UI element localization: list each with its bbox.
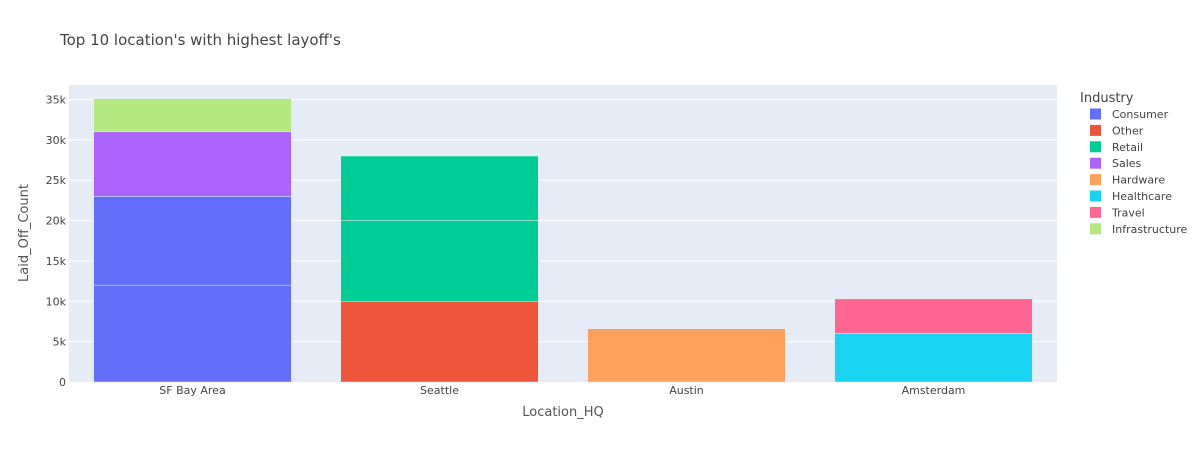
- bar-segment: [93, 196, 292, 286]
- x-tick-label: SF Bay Area: [159, 384, 225, 397]
- bar-segment: [834, 333, 1033, 383]
- bar-segment: [834, 298, 1033, 334]
- bar-segment: [587, 328, 786, 383]
- y-tick-label: 20k: [46, 215, 67, 228]
- x-tick-label: Seattle: [420, 384, 459, 397]
- bar-segment: [93, 284, 292, 383]
- bars: [93, 98, 1033, 383]
- x-tick-label: Austin: [669, 384, 704, 397]
- y-tick-label: 30k: [46, 134, 67, 147]
- y-tick-label: 15k: [46, 255, 67, 268]
- legend-swatch: [1090, 174, 1101, 186]
- x-tick-label: Amsterdam: [902, 384, 966, 397]
- legend-item-label: Healthcare: [1112, 190, 1172, 203]
- legend-swatch: [1090, 223, 1101, 235]
- legend-item-label: Infrastructure: [1112, 223, 1188, 236]
- bar-segment: [340, 220, 539, 302]
- y-tick-label: 0: [59, 376, 66, 389]
- legend-item-label: Other: [1112, 124, 1144, 137]
- x-axis-title: Location_HQ: [522, 405, 604, 420]
- legend-swatch: [1090, 108, 1101, 120]
- legend: Industry Consumer Other Retail Sales Hardwar…: [1080, 91, 1188, 236]
- legend-item-label: Sales: [1112, 157, 1142, 170]
- y-tick-label: 5k: [53, 336, 67, 349]
- bar-segment: [93, 131, 292, 197]
- legend-item-label: Consumer: [1112, 108, 1169, 121]
- y-axis-title: Laid_Off_Count: [17, 184, 32, 282]
- legend-item-label: Travel: [1111, 206, 1145, 219]
- legend-swatch: [1090, 124, 1101, 136]
- y-axis-ticks: 0 5k 10k 15k 20k 25k 30k 35k: [46, 94, 67, 389]
- legend-swatch: [1090, 190, 1101, 202]
- x-axis-ticks: SF Bay Area Seattle Austin Amsterdam: [159, 384, 965, 397]
- chart-title: Top 10 location's with highest layoff's: [59, 31, 341, 49]
- bar-segment: [340, 155, 539, 221]
- legend-item-label: Retail: [1112, 141, 1143, 154]
- bar-segment: [340, 301, 539, 383]
- bar-segment: [93, 98, 292, 133]
- legend-title: Industry: [1080, 91, 1134, 106]
- legend-item-label: Hardware: [1112, 174, 1165, 187]
- y-tick-label: 10k: [46, 295, 67, 308]
- y-tick-label: 35k: [46, 94, 67, 107]
- legend-swatch: [1090, 141, 1101, 153]
- legend-swatch: [1090, 206, 1101, 218]
- legend-swatch: [1090, 157, 1101, 169]
- y-tick-label: 25k: [46, 174, 67, 187]
